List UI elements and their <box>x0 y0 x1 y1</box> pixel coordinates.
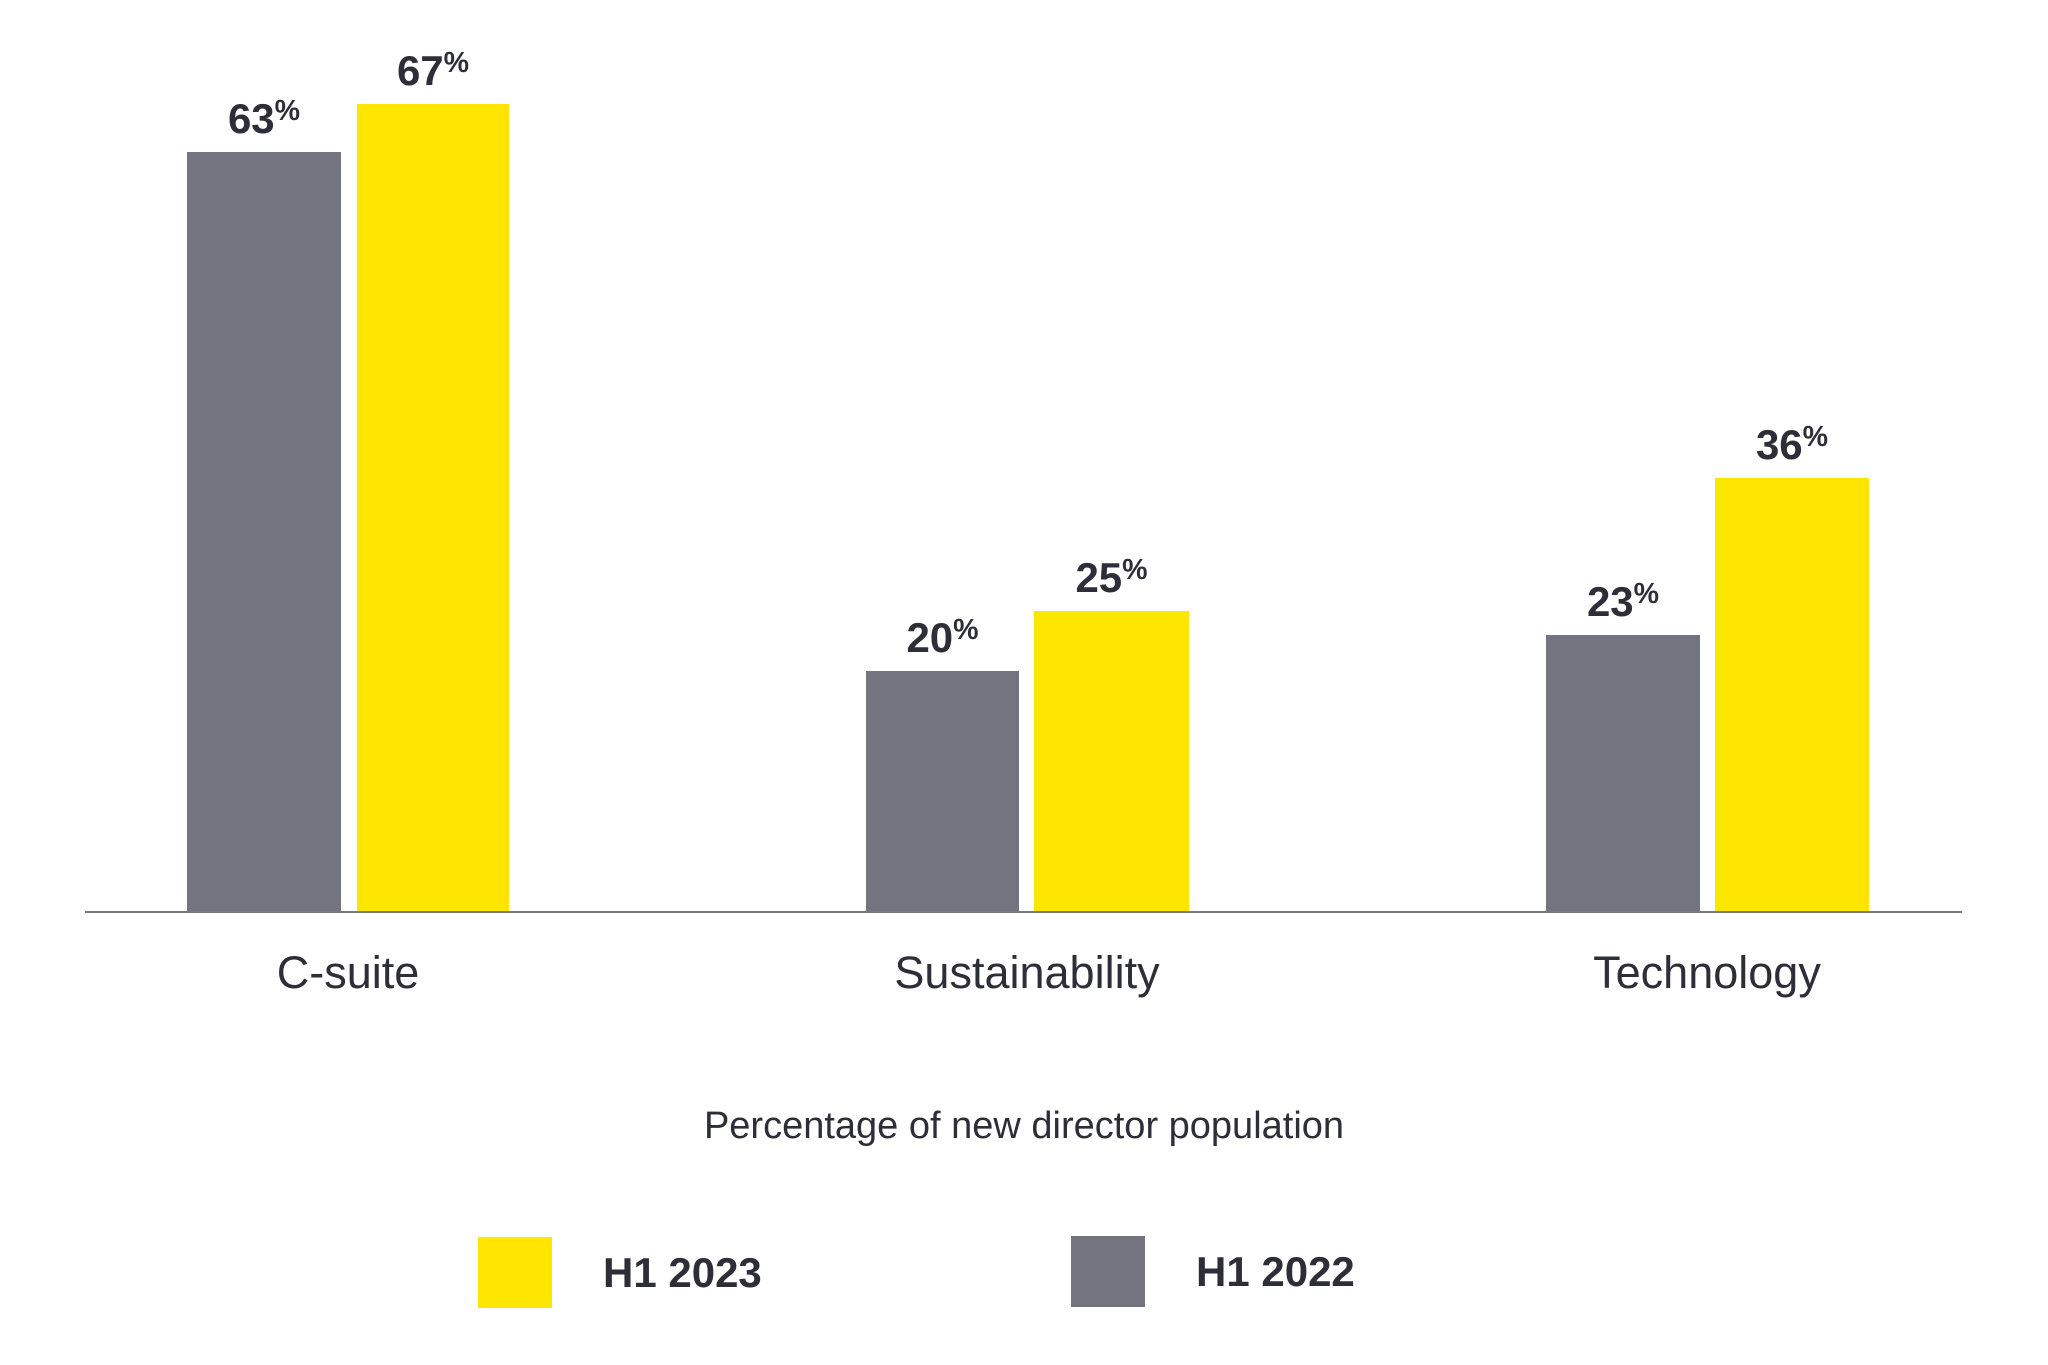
percent-sign: % <box>1633 578 1660 610</box>
bar-rect <box>187 152 341 913</box>
percent-sign: % <box>953 614 979 646</box>
legend-label-h1-2022: H1 2022 <box>1196 1248 1355 1295</box>
legend-swatch-h1-2023 <box>478 1237 552 1308</box>
percent-sign: % <box>274 95 301 127</box>
bar-rect <box>1034 611 1189 913</box>
bar-rect <box>1546 635 1700 913</box>
bar-value-label: 23% <box>1586 578 1660 625</box>
bar-value-label: 63% <box>227 95 301 142</box>
category-label-csuite: C-suite <box>276 947 420 998</box>
bar-value-label: 25% <box>1075 554 1148 601</box>
category-label-technology: Technology <box>1593 947 1821 998</box>
plot-area: 63% 67% 20% 25% 23% 36% <box>85 49 1962 913</box>
legend-item-h1-2023: H1 2023 <box>478 1237 762 1308</box>
bar-value-label: 67% <box>396 47 470 94</box>
bar-sustainability-h1-2023: 25% <box>1034 556 1189 913</box>
bar-technology-h1-2023: 36% <box>1715 423 1869 913</box>
bar-value-label: 36% <box>1755 421 1829 468</box>
bar-rect <box>866 671 1019 913</box>
bar-rect <box>357 104 509 913</box>
bar-rect <box>1715 478 1869 913</box>
percent-sign: % <box>1802 421 1829 453</box>
legend-item-h1-2022: H1 2022 <box>1071 1236 1355 1307</box>
percent-sign: % <box>1122 554 1148 586</box>
bar-technology-h1-2022: 23% <box>1546 580 1700 913</box>
legend-swatch-h1-2022 <box>1071 1236 1145 1307</box>
percent-sign: % <box>443 47 470 79</box>
legend-label-h1-2023: H1 2023 <box>603 1249 762 1296</box>
bar-sustainability-h1-2022: 20% <box>866 616 1019 913</box>
chart-caption: Percentage of new director population <box>703 1105 1345 1147</box>
bar-csuite-h1-2022: 63% <box>187 97 341 913</box>
x-axis-line <box>85 911 1962 913</box>
bar-value-label: 20% <box>906 614 979 661</box>
bar-csuite-h1-2023: 67% <box>357 49 509 913</box>
category-label-sustainability: Sustainability <box>894 947 1160 998</box>
